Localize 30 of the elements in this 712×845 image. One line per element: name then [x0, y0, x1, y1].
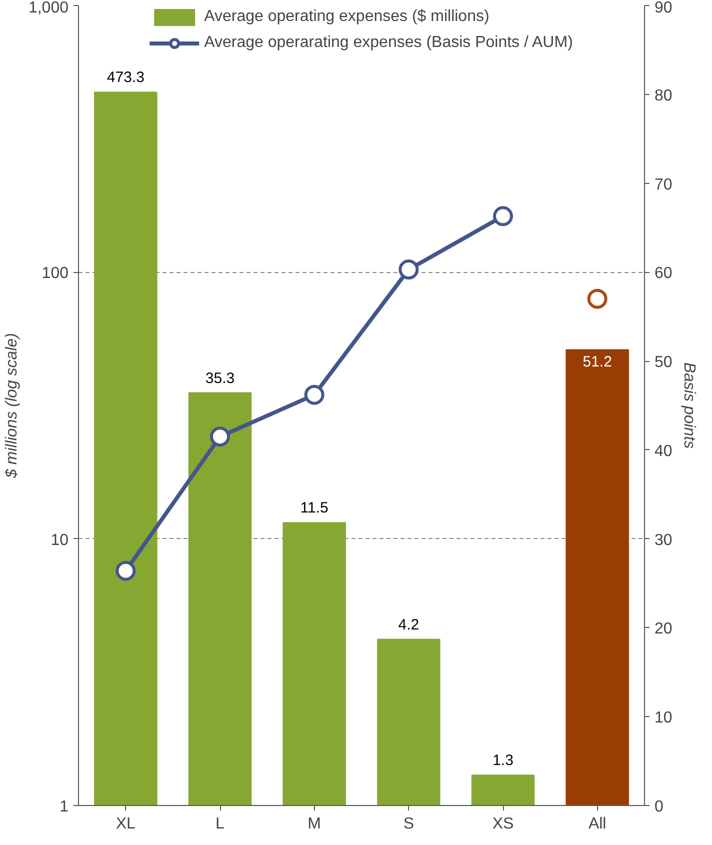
y-tick-label: 100	[42, 265, 69, 282]
data-label: 1.3	[492, 752, 514, 770]
y2-tick-label: 90	[654, 0, 672, 16]
x-tick-label: XL	[116, 816, 136, 832]
y2-axis-title: Basis points	[680, 362, 698, 449]
data-label: 473.3	[106, 69, 144, 86]
y2-tick-label: 20	[654, 620, 672, 638]
x-tick-label: M	[308, 816, 321, 832]
y2-tick-label: 80	[654, 87, 672, 104]
y-tick-label: 1	[60, 798, 69, 816]
y2-tick-label: 10	[654, 710, 672, 727]
data-label: 11.5	[300, 500, 328, 517]
y-tick-label: 1,000	[28, 0, 69, 16]
y-tick-label: 10	[50, 532, 69, 549]
legend-label: Average operarating expenses (Basis Points / AUM)	[204, 34, 573, 52]
x-tick-label: XS	[492, 816, 514, 832]
data-label: 51.2	[582, 354, 612, 371]
y2-tick-label: 60	[654, 265, 672, 282]
x-tick-label: L	[216, 816, 225, 832]
legend-label: Average operating expenses ($ millions)	[204, 8, 490, 26]
y2-tick-label: 70	[654, 176, 672, 194]
y2-tick-label: 40	[654, 442, 672, 460]
y2-tick-label: 50	[654, 354, 672, 372]
y2-tick-label: 30	[654, 532, 672, 549]
data-label: 35.3	[205, 370, 235, 387]
data-label: 4.2	[398, 616, 420, 634]
y-axis-title: $ millions (log scale)	[3, 333, 20, 479]
x-tick-label: S	[403, 816, 414, 832]
x-tick-label: All	[588, 816, 606, 832]
y2-tick-label: 0	[654, 798, 664, 816]
